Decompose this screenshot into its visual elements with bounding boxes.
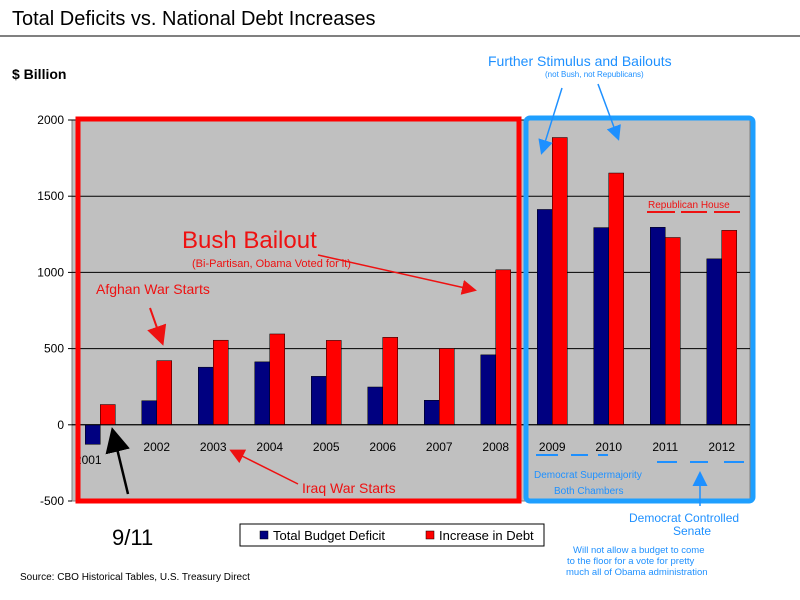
nine-eleven-label: 9/11 — [112, 525, 153, 550]
bar-deficit-2008 — [480, 354, 496, 426]
bar-deficit-2009 — [537, 209, 553, 426]
bar-deficit-2010 — [593, 227, 609, 426]
iraq-arrow — [229, 449, 299, 485]
dem-senate-label-2: Senate — [673, 524, 711, 538]
budget-note-2: to the floor for a vote for pretty — [567, 556, 695, 567]
bar-debt-2005 — [326, 340, 342, 426]
y-tick-label: 1000 — [37, 265, 64, 279]
iraq-label: Iraq War Starts — [302, 480, 396, 496]
y-tick-label: 1500 — [37, 189, 64, 203]
x-tick-label: 2009 — [539, 440, 566, 454]
bar-deficit-2007 — [424, 400, 440, 426]
legend-swatch-debt — [425, 530, 435, 540]
stimulus-arrow-left — [538, 87, 563, 155]
bar-debt-2011 — [665, 237, 681, 426]
y-axis-label: $ Billion — [12, 66, 66, 82]
bush-bailout-sublabel: (Bi-Partisan, Obama Voted for it) — [192, 258, 351, 270]
stimulus-label: Further Stimulus and Bailouts — [488, 53, 672, 69]
stimulus-sublabel: (not Bush, not Republicans) — [545, 70, 644, 79]
bar-deficit-2001 — [85, 424, 101, 445]
bar-deficit-2011 — [650, 227, 666, 426]
x-tick-label: 2011 — [652, 440, 678, 454]
y-tick-label: 0 — [57, 418, 64, 432]
bush-bailout-arrow — [317, 254, 477, 295]
x-tick-label: 2012 — [708, 440, 735, 454]
y-tick-label: 2000 — [37, 113, 64, 127]
legend-label-deficit: Total Budget Deficit — [273, 528, 385, 543]
bar-debt-2002 — [156, 360, 172, 426]
bar-deficit-2003 — [198, 366, 214, 426]
bar-deficit-2005 — [311, 376, 327, 426]
bar-debt-2010 — [608, 172, 624, 426]
x-tick-label: 2010 — [595, 440, 622, 454]
republican-house-label: Republican House — [648, 200, 730, 211]
dem-senate-label: Democrat Controlled — [629, 511, 739, 525]
bar-debt-2007 — [439, 348, 455, 426]
bar-debt-2008 — [495, 269, 511, 426]
source-note: Source: CBO Historical Tables, U.S. Trea… — [20, 572, 250, 583]
obama-era-box — [523, 115, 756, 504]
x-tick-label: 2008 — [482, 440, 509, 454]
bar-debt-2004 — [269, 333, 285, 426]
afghan-label: Afghan War Starts — [96, 281, 210, 297]
x-tick-label: 2006 — [369, 440, 396, 454]
legend-swatch-deficit — [259, 530, 269, 540]
x-tick-label: 2004 — [256, 440, 283, 454]
legend-label-debt: Increase in Debt — [439, 528, 534, 543]
y-tick-labels: -500 0 500 1000 1500 2000 — [37, 113, 64, 508]
budget-note-1: Will not allow a budget to come — [573, 545, 704, 556]
x-tick-label: 2002 — [143, 440, 170, 454]
bar-debt-2006 — [382, 337, 398, 426]
x-tick-label: 2001 — [75, 453, 102, 467]
afghan-arrow — [147, 307, 167, 346]
nine-eleven-arrow — [105, 427, 130, 495]
bar-deficit-2012 — [706, 258, 722, 426]
plot-area — [71, 119, 751, 502]
chart-title: Total Deficits vs. National Debt Increas… — [12, 8, 376, 30]
bush-era-box — [75, 116, 522, 504]
legend-box — [239, 523, 545, 547]
y-tick-label: 500 — [44, 342, 64, 356]
bar-deficit-2006 — [367, 386, 383, 426]
bar-deficit-2002 — [141, 400, 157, 426]
dem-supermajority-label: Democrat Supermajority — [534, 470, 642, 481]
stimulus-arrow-right — [597, 83, 621, 141]
x-tick-label: 2003 — [200, 440, 227, 454]
bar-debt-2003 — [213, 339, 229, 426]
x-tick-label: 2005 — [313, 440, 340, 454]
bar-debt-2001 — [100, 404, 116, 426]
bar-debt-2009 — [552, 137, 568, 426]
bush-bailout-label: Bush Bailout — [182, 227, 317, 254]
legend: Total Budget Deficit Increase in Debt — [239, 523, 545, 547]
bar-deficit-2004 — [254, 361, 270, 426]
y-tick-label: -500 — [40, 494, 64, 508]
budget-note-3: much all of Obama administration — [566, 567, 708, 578]
bars — [85, 137, 737, 445]
x-tick-label: 2007 — [426, 440, 453, 454]
x-tick-labels: 2001 2002 2003 2004 2005 2006 2007 2008 2009 2010… — [75, 440, 736, 467]
bar-debt-2012 — [721, 230, 737, 426]
dem-supermajority-label-2: Both Chambers — [554, 486, 623, 497]
